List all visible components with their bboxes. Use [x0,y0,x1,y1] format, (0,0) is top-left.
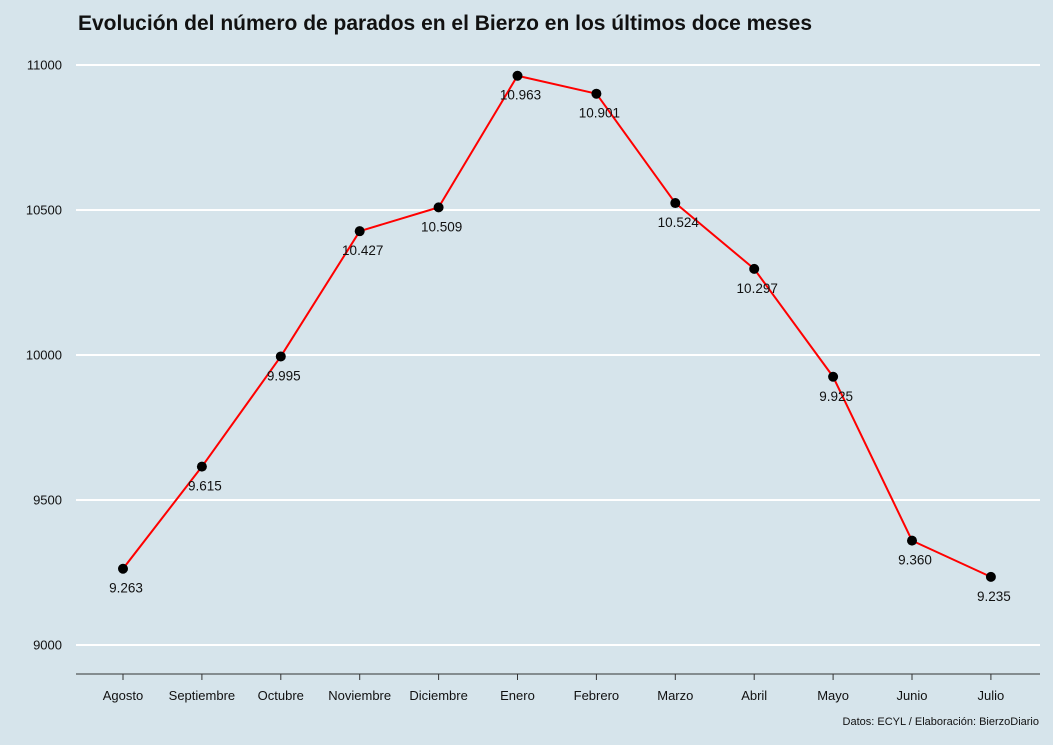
data-point [985,571,996,582]
data-label: 9.995 [267,368,301,383]
x-tick-label: Septiembre [169,688,235,703]
x-tick-label: Mayo [817,688,849,703]
y-tick-label: 10000 [26,348,62,363]
data-labels: 9.263 9.615 9.995 10.427 10.509 10.963 10.901 1… [109,88,1011,604]
x-tick-label: Enero [500,688,535,703]
data-label: 9.263 [109,581,143,596]
x-tick-label: Diciembre [409,688,468,703]
data-label: 10.297 [737,281,778,296]
data-point [828,371,839,382]
y-tick-label: 11000 [27,58,62,73]
data-point [749,263,760,274]
data-label: 10.963 [500,88,541,103]
y-tick-label: 10500 [26,203,62,218]
data-point [433,202,444,213]
gridlines [76,64,1040,646]
x-tick-label: Noviembre [328,688,391,703]
x-tick-label: Agosto [103,688,143,703]
series-line-path [122,74,992,578]
data-point [196,461,207,472]
y-axis-ticks: 9000 9500 10000 10500 11000 [26,58,62,653]
data-point [118,563,128,574]
data-points [118,70,996,582]
x-tick-label: Octubre [258,688,304,703]
data-point [591,88,602,99]
data-point [275,351,286,362]
x-tick-label: Junio [896,688,927,703]
data-label: 10.509 [421,219,462,234]
data-point [907,535,917,546]
series-line [122,74,992,578]
x-tick-label: Marzo [657,688,693,703]
data-point [354,226,365,237]
source-note: Datos: ECYL / Elaboración: BierzoDiario [842,716,1039,728]
y-tick-label: 9500 [33,493,62,508]
data-label: 10.524 [658,215,700,230]
data-label: 9.235 [977,589,1011,604]
data-label: 10.427 [342,243,383,258]
chart-title: Evolución del número de parados en el Bi… [78,12,813,35]
x-tick-label: Abril [741,688,767,703]
x-axis-ticks: Agosto Septiembre Octubre Noviembre Diciembr… [103,674,1005,703]
data-label: 9.615 [188,479,222,494]
x-tick-label: Febrero [574,688,620,703]
data-point [670,198,681,209]
x-tick-label: Julio [978,688,1005,703]
data-label: 9.925 [819,389,853,404]
data-label: 10.901 [579,106,620,121]
data-point [512,70,523,81]
data-label: 9.360 [898,553,932,568]
y-tick-label: 9000 [33,638,62,653]
